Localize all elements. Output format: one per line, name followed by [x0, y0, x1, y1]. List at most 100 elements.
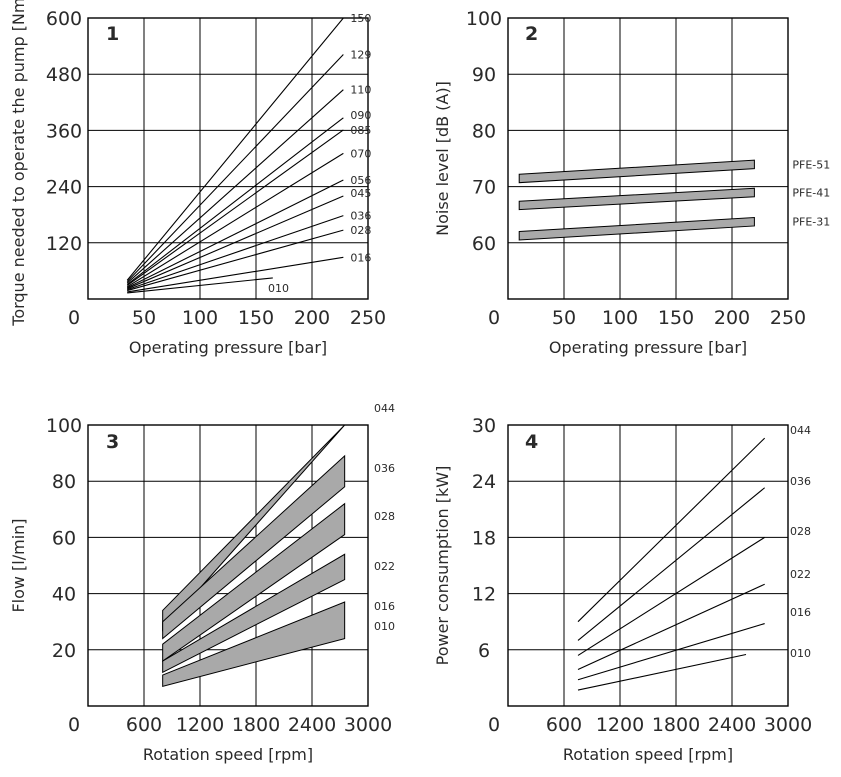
series-label-044: 044 [790, 424, 811, 437]
y-tick-label: 600 [46, 8, 82, 30]
x-tick-label: 150 [658, 307, 694, 329]
series-label-022: 022 [790, 568, 811, 581]
series-label-028: 028 [350, 224, 371, 237]
series-label-085: 085 [350, 124, 371, 137]
series-line-010 [577, 653, 747, 691]
tick-labels: 0 600 1200 1800 2400 3000 6 12 18 24 30 [472, 415, 812, 736]
x-tick-label: 0 [68, 714, 80, 736]
series-label-pfe-31: PFE-31 [792, 216, 830, 229]
series-line-110 [126, 89, 344, 284]
chart-4: 4 0 600 1200 1800 2400 3000 6 12 18 24 30 Rotation s… [433, 415, 812, 764]
x-tick-label: 50 [132, 307, 156, 329]
series-label-045: 045 [350, 187, 371, 200]
series-label-070: 070 [350, 147, 371, 160]
tick-labels: 0 600 1200 1800 2400 3000 20 40 60 80 100 [46, 415, 392, 736]
x-tick-label: 3000 [344, 714, 392, 736]
series-labels: 044 036 028 022 016 010 [374, 402, 395, 633]
tick-labels: 0 50 100 150 200 250 120 240 360 480 600 [46, 8, 386, 329]
y-tick-label: 80 [472, 120, 496, 142]
y-tick-label: 60 [472, 233, 496, 255]
chart-number: 1 [106, 23, 119, 45]
gridlines [508, 425, 788, 706]
gridlines [88, 18, 368, 299]
chart-number: 4 [525, 431, 538, 453]
series-line-036 [127, 215, 344, 291]
series-line-070 [126, 152, 344, 288]
plot-frame [507, 424, 789, 707]
series-label-022: 022 [374, 560, 395, 573]
series-line-044 [577, 437, 766, 623]
series-label-036: 036 [790, 475, 811, 488]
x-tick-label: 1800 [232, 714, 280, 736]
y-tick-label: 360 [46, 120, 82, 142]
series-band-044 [162, 425, 346, 632]
y-tick-label: 18 [472, 527, 496, 549]
series-line-129 [126, 54, 344, 283]
series-label-028: 028 [374, 510, 395, 523]
x-tick-label: 1200 [596, 714, 644, 736]
y-tick-label: 30 [472, 415, 496, 437]
chart-3: 3 0 600 1200 1800 2400 3000 20 40 60 80 100 Rotation… [9, 402, 395, 764]
x-tick-label: 150 [238, 307, 274, 329]
series-label-016: 016 [350, 251, 371, 264]
series-line-045 [126, 195, 344, 290]
x-tick-label: 0 [68, 307, 80, 329]
x-tick-label: 200 [714, 307, 750, 329]
series-band-022 [162, 553, 346, 674]
plot-frame [87, 17, 369, 300]
series-line-090 [126, 117, 344, 285]
series-band-036 [162, 454, 346, 640]
y-tick-label: 12 [472, 584, 496, 606]
series-band-028 [162, 502, 346, 662]
series-line-028 [127, 229, 344, 292]
series-band-016 [162, 601, 346, 687]
series-line-056 [126, 179, 344, 289]
x-tick-label: 3000 [764, 714, 812, 736]
series-line-016 [127, 256, 344, 293]
y-axis-label: Torque needed to operate the pump [Nm] [9, 0, 28, 327]
y-tick-label: 20 [52, 640, 76, 662]
plot-frame [507, 17, 789, 300]
series-line-028 [577, 536, 765, 656]
x-tick-label: 100 [602, 307, 638, 329]
x-tick-label: 600 [546, 714, 582, 736]
y-tick-label: 40 [52, 584, 76, 606]
x-axis-label: Rotation speed [rpm] [143, 745, 313, 764]
series-label-150: 150 [350, 12, 371, 25]
x-axis-label: Rotation speed [rpm] [563, 745, 733, 764]
series-label-pfe-41: PFE-41 [792, 187, 830, 200]
series-label-129: 129 [350, 49, 371, 62]
series-labels: PFE-51 PFE-41 PFE-31 [792, 158, 830, 228]
series-label-pfe-51: PFE-51 [792, 158, 830, 171]
series-label-010: 010 [790, 647, 811, 660]
y-axis-label: Noise level [dB (A)] [433, 81, 452, 236]
x-tick-label: 100 [182, 307, 218, 329]
y-tick-label: 60 [52, 527, 76, 549]
y-tick-label: 100 [466, 8, 502, 30]
y-tick-label: 6 [478, 640, 490, 662]
chart-number: 3 [106, 431, 119, 453]
chart-2: 2 0 50 100 150 200 250 60 70 80 90 100 Operating pre… [433, 8, 830, 357]
y-tick-label: 90 [472, 64, 496, 86]
x-tick-label: 0 [488, 307, 500, 329]
series-line-085 [126, 129, 344, 286]
x-tick-label: 250 [770, 307, 806, 329]
x-tick-label: 1200 [176, 714, 224, 736]
x-tick-label: 200 [294, 307, 330, 329]
x-tick-label: 0 [488, 714, 500, 736]
series-line-150 [126, 18, 344, 281]
tick-labels: 0 50 100 150 200 250 60 70 80 90 100 [466, 8, 806, 329]
y-tick-label: 100 [46, 415, 82, 437]
data-layer [577, 437, 766, 691]
series-label-036: 036 [374, 462, 395, 475]
series-labels: 044 036 028 022 016 010 [790, 424, 811, 660]
series-line-036 [577, 487, 766, 641]
plot-frame [87, 424, 369, 707]
series-label-090: 090 [350, 109, 371, 122]
chart-number: 2 [525, 23, 538, 45]
gridlines [508, 18, 788, 299]
data-layer [126, 18, 344, 294]
series-label-036: 036 [350, 210, 371, 223]
